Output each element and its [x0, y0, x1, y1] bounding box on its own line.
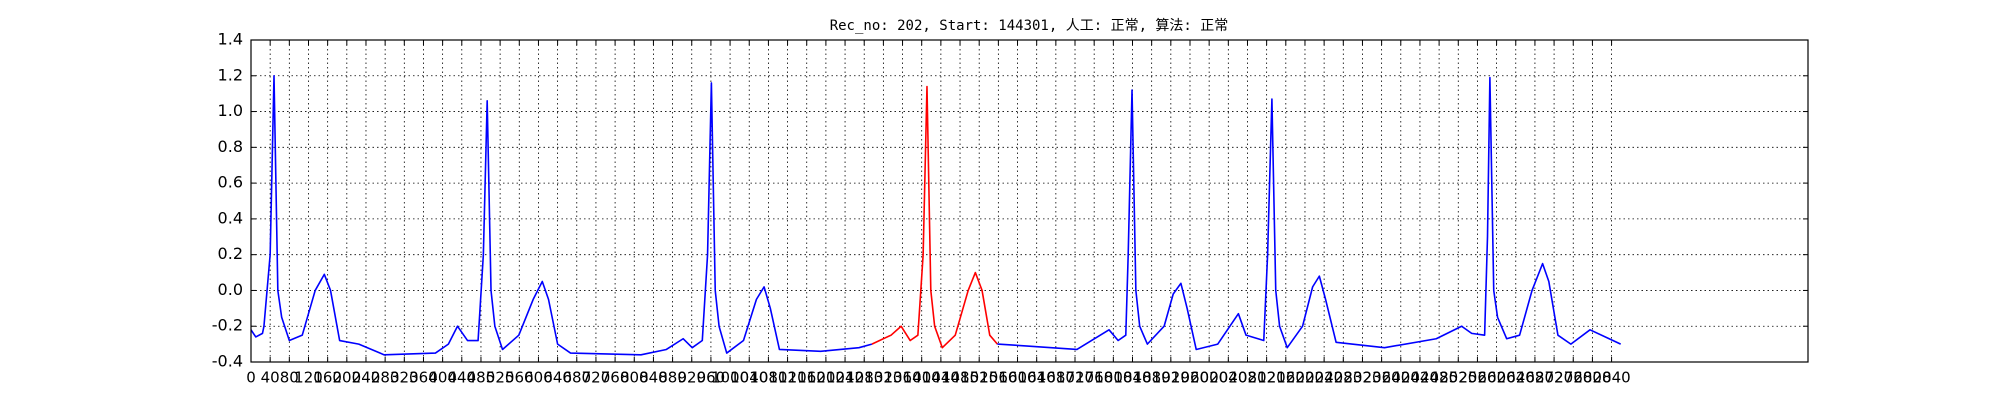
x-tick-label: 320 — [390, 369, 419, 387]
x-tick-label: 2120 — [1248, 369, 1286, 387]
y-tick-label: -0.4 — [212, 352, 243, 371]
x-tick-label: 440 — [447, 369, 476, 387]
x-tick-label: 560 — [505, 369, 534, 387]
x-tick-label: 2480 — [1420, 369, 1458, 387]
x-tick-label: 1920 — [1152, 369, 1190, 387]
y-tick-label: 1.2 — [218, 65, 243, 84]
x-tick-label: 1840 — [1113, 369, 1151, 387]
x-tick-label: 2320 — [1343, 369, 1381, 387]
x-tick-label: 840 — [639, 369, 668, 387]
plot-frame — [250, 39, 1809, 363]
x-tick-label: 160 — [313, 369, 342, 387]
x-tick-label: 720 — [582, 369, 611, 387]
x-tick-label: 960 — [697, 369, 726, 387]
x-tick-label: 1240 — [826, 369, 864, 387]
x-tick-label: 80 — [280, 369, 299, 387]
x-tick-label: 2600 — [1478, 369, 1516, 387]
x-tick-label: 1960 — [1171, 369, 1209, 387]
y-tick-label: -0.2 — [212, 316, 243, 335]
series-line — [871, 85, 999, 349]
x-tick-label: 360 — [409, 369, 438, 387]
x-tick-label: 1040 — [730, 369, 768, 387]
x-tick-label: 2520 — [1439, 369, 1477, 387]
x-tick-label: 2800 — [1573, 369, 1611, 387]
x-tick-label: 880 — [658, 369, 687, 387]
x-tick-label: 0 — [246, 369, 256, 387]
x-tick-label: 1400 — [903, 369, 941, 387]
x-tick-label: 1280 — [845, 369, 883, 387]
x-tick-label: 2720 — [1535, 369, 1573, 387]
x-tick-label: 1560 — [979, 369, 1017, 387]
x-tick-label: 200 — [332, 369, 361, 387]
series-line — [997, 76, 1622, 351]
x-tick-label: 680 — [562, 369, 591, 387]
x-tick-label: 120 — [294, 369, 323, 387]
y-tick-label: 0.4 — [218, 208, 243, 227]
x-tick-label: 2760 — [1554, 369, 1592, 387]
x-tick-label: 1680 — [1037, 369, 1075, 387]
x-tick-label: 2040 — [1209, 369, 1247, 387]
x-tick-label: 2280 — [1324, 369, 1362, 387]
x-tick-label: 1880 — [1133, 369, 1171, 387]
x-tick-label: 2240 — [1305, 369, 1343, 387]
x-tick-label: 1080 — [749, 369, 787, 387]
x-tick-label: 1800 — [1094, 369, 1132, 387]
x-tick-label: 2000 — [1190, 369, 1228, 387]
x-tick-label: 2640 — [1497, 369, 1535, 387]
x-tick-label: 1120 — [768, 369, 806, 387]
x-tick-label: 1720 — [1056, 369, 1094, 387]
x-tick-label: 800 — [620, 369, 649, 387]
x-tick-label: 2560 — [1458, 369, 1496, 387]
x-tick-label: 2840 — [1592, 369, 1630, 387]
x-tick-label: 1320 — [864, 369, 902, 387]
x-tick-label: 2400 — [1382, 369, 1420, 387]
x-tick-label: 1160 — [788, 369, 826, 387]
x-tick-label: 1520 — [960, 369, 998, 387]
series-line — [250, 74, 873, 356]
x-tick-label: 760 — [601, 369, 630, 387]
x-tick-label: 1000 — [711, 369, 749, 387]
x-tick-label: 1360 — [883, 369, 921, 387]
x-tick-label: 1760 — [1075, 369, 1113, 387]
x-tick-label: 2200 — [1286, 369, 1324, 387]
x-tick-label: 400 — [428, 369, 457, 387]
x-tick-label: 2160 — [1267, 369, 1305, 387]
x-tick-label: 2080 — [1228, 369, 1266, 387]
x-tick-label: 1200 — [807, 369, 845, 387]
x-tick-label: 2360 — [1363, 369, 1401, 387]
y-tick-label: 0.2 — [218, 244, 243, 263]
x-tick-label: 40 — [261, 369, 280, 387]
x-tick-label: 280 — [371, 369, 400, 387]
y-tick-label: 0.6 — [218, 173, 243, 192]
y-tick-label: 1.4 — [218, 30, 243, 49]
x-tick-label: 1600 — [998, 369, 1036, 387]
y-tick-label: 0.0 — [218, 280, 243, 299]
x-tick-label: 1440 — [922, 369, 960, 387]
x-tick-label: 920 — [677, 369, 706, 387]
x-tick-label: 520 — [486, 369, 515, 387]
x-tick-label: 1640 — [1018, 369, 1056, 387]
x-tick-label: 640 — [543, 369, 572, 387]
x-tick-label: 2680 — [1516, 369, 1554, 387]
x-tick-label: 1480 — [941, 369, 979, 387]
x-tick-label: 480 — [467, 369, 496, 387]
chart-title: Rec_no: 202, Start: 144301, 人工: 正常, 算法: … — [830, 18, 1229, 34]
y-tick-label: 0.8 — [218, 137, 243, 156]
x-tick-label: 600 — [524, 369, 553, 387]
y-tick-label: 1.0 — [218, 101, 243, 120]
x-tick-label: 240 — [352, 369, 381, 387]
x-tick-label: 2440 — [1401, 369, 1439, 387]
